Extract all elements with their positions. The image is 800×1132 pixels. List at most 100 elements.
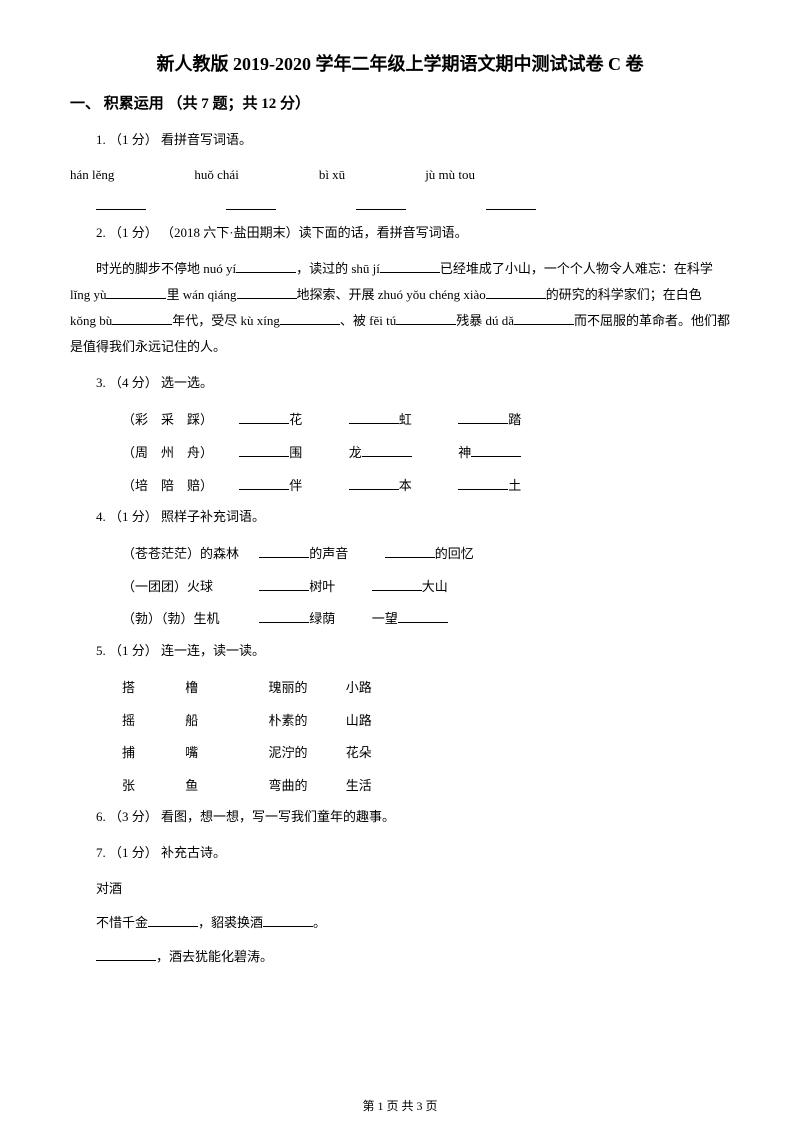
q2-text-e: 地探索、开展 zhuó yǒu chéng xiào — [297, 287, 486, 302]
q3-r3-t1: 伴 — [289, 478, 302, 493]
q2-text-i: 残暴 dú dǎ — [456, 313, 514, 328]
q5-r3-a: 捕 — [96, 739, 156, 768]
q7-stem: 7. （1 分） 补充古诗。 — [70, 840, 730, 866]
q5-r2-c: 朴素的 — [243, 707, 343, 736]
q4-r1-c: 的回忆 — [435, 546, 474, 561]
q2-blank-7[interactable] — [280, 311, 340, 325]
q3-r3-opts: （培 陪 赔） — [96, 472, 236, 501]
q7-l2-blank-1[interactable] — [148, 913, 198, 927]
q1-blank-3[interactable] — [356, 196, 406, 210]
q5-stem: 5. （1 分） 连一连，读一读。 — [70, 638, 730, 664]
page-title: 新人教版 2019-2020 学年二年级上学期语文期中测试试卷 C 卷 — [70, 50, 730, 76]
q3-row-1: （彩 采 踩） 花 虹 踏 — [70, 406, 730, 435]
q7-l2-b: ，貂裘换酒 — [198, 915, 263, 930]
q5-r3-d: 花朵 — [346, 745, 372, 760]
q4-r3-b: 绿荫 — [309, 611, 335, 626]
q4-r2-blank-2[interactable] — [372, 577, 422, 591]
q3-r2-blank-1[interactable] — [239, 443, 289, 457]
q3-r1-opts: （彩 采 踩） — [96, 406, 236, 435]
q7-l3-b: ，酒去犹能化碧涛。 — [156, 949, 273, 964]
q4-r1-blank-2[interactable] — [385, 544, 435, 558]
q3-r1-t2: 虹 — [399, 412, 412, 427]
q2-text-b: ，读过的 shū jí — [296, 261, 380, 276]
q1-pinyin-row: hán lěng huǒ chái bì xū jù mù tou — [70, 163, 730, 186]
q1-blank-2[interactable] — [226, 196, 276, 210]
q2-blank-5[interactable] — [486, 285, 546, 299]
q5-r2-b: 船 — [159, 707, 239, 736]
q3-r2-t2: 龙 — [349, 445, 362, 460]
q5-r4-b: 鱼 — [159, 772, 239, 801]
q5-r4-d: 生活 — [346, 778, 372, 793]
q3-r2-blank-2[interactable] — [362, 443, 412, 457]
q1-blank-4[interactable] — [486, 196, 536, 210]
q2-blank-6[interactable] — [112, 311, 172, 325]
q7-line-1: 对酒 — [70, 876, 730, 902]
q2-text-h: 、被 fěi tú — [340, 313, 396, 328]
q5-r1-b: 橹 — [159, 674, 239, 703]
q2-text-a: 时光的脚步不停地 nuó yí — [96, 261, 236, 276]
q3-stem: 3. （4 分） 选一选。 — [70, 370, 730, 396]
q7-l2-c: 。 — [313, 915, 326, 930]
q4-r3-blank-2[interactable] — [398, 609, 448, 623]
q5-row-4: 张 鱼 弯曲的 生活 — [70, 772, 730, 801]
q3-r1-blank-2[interactable] — [349, 410, 399, 424]
q5-row-1: 搭 橹 瑰丽的 小路 — [70, 674, 730, 703]
q3-r2-t1: 围 — [289, 445, 302, 460]
q3-r2-blank-3[interactable] — [471, 443, 521, 457]
q5-r3-b: 嘴 — [159, 739, 239, 768]
q1-pinyin-1: hán lěng — [70, 163, 114, 186]
q5-r1-d: 小路 — [346, 680, 372, 695]
q1-pinyin-2: huǒ chái — [194, 163, 238, 186]
q3-r3-blank-2[interactable] — [349, 476, 399, 490]
q2-blank-3[interactable] — [106, 285, 166, 299]
q2-paragraph: 时光的脚步不停地 nuó yí，读过的 shū jí已经堆成了小山，一个个人物令… — [70, 256, 730, 360]
q6-stem: 6. （3 分） 看图，想一想，写一写我们童年的趣事。 — [70, 804, 730, 830]
q5-r4-a: 张 — [96, 772, 156, 801]
q2-text-d: 里 wán qiáng — [166, 287, 236, 302]
q4-r1-a: （苍苍茫茫）的森林 — [96, 540, 256, 569]
q2-blank-4[interactable] — [237, 285, 297, 299]
q1-pinyin-3: bì xū — [319, 163, 345, 186]
q3-r2-opts: （周 州 舟） — [96, 439, 236, 468]
q3-r3-blank-1[interactable] — [239, 476, 289, 490]
q5-r2-a: 摇 — [96, 707, 156, 736]
q3-r1-blank-1[interactable] — [239, 410, 289, 424]
q5-r1-a: 搭 — [96, 674, 156, 703]
q4-r1-blank-1[interactable] — [259, 544, 309, 558]
q5-r1-c: 瑰丽的 — [243, 674, 343, 703]
q5-r3-c: 泥泞的 — [243, 739, 343, 768]
q2-blank-8[interactable] — [396, 311, 456, 325]
q4-r3-blank-1[interactable] — [259, 609, 309, 623]
q1-blank-1[interactable] — [96, 196, 146, 210]
q5-r2-d: 山路 — [346, 713, 372, 728]
q3-r1-t1: 花 — [289, 412, 302, 427]
q2-stem: 2. （1 分） （2018 六下·盐田期末）读下面的话，看拼音写词语。 — [70, 220, 730, 246]
q7-l3-blank-1[interactable] — [96, 947, 156, 961]
q4-r1-b: 的声音 — [309, 546, 348, 561]
q5-row-2: 摇 船 朴素的 山路 — [70, 707, 730, 736]
section-header-1: 一、 积累运用 （共 7 题；共 12 分） — [70, 92, 730, 113]
q4-r2-a: （一团团）火球 — [96, 573, 256, 602]
q4-stem: 4. （1 分） 照样子补充词语。 — [70, 504, 730, 530]
q4-r2-blank-1[interactable] — [259, 577, 309, 591]
q3-r3-t2: 本 — [399, 478, 412, 493]
q2-blank-1[interactable] — [236, 259, 296, 273]
page-footer: 第 1 页 共 3 页 — [0, 1097, 800, 1114]
q5-r4-c: 弯曲的 — [243, 772, 343, 801]
q4-r2-c: 大山 — [422, 579, 448, 594]
q4-row-2: （一团团）火球 树叶 大山 — [70, 573, 730, 602]
q3-r3-blank-3[interactable] — [458, 476, 508, 490]
q3-r1-blank-3[interactable] — [458, 410, 508, 424]
q7-l2-blank-2[interactable] — [263, 913, 313, 927]
q4-row-3: （勃）（勃）生机 绿荫 一望 — [70, 605, 730, 634]
q1-pinyin-4: jù mù tou — [425, 163, 475, 186]
q3-row-2: （周 州 舟） 围 龙 神 — [70, 439, 730, 468]
q3-r2-t3: 神 — [458, 445, 471, 460]
q2-text-g: 年代，受尽 kù xíng — [172, 313, 280, 328]
q2-blank-2[interactable] — [380, 259, 440, 273]
q1-blank-row — [70, 196, 730, 210]
q7-line-2: 不惜千金，貂裘换酒。 — [70, 910, 730, 936]
q4-r2-b: 树叶 — [309, 579, 335, 594]
q7-line-3: ，酒去犹能化碧涛。 — [70, 944, 730, 970]
q2-blank-9[interactable] — [514, 311, 574, 325]
